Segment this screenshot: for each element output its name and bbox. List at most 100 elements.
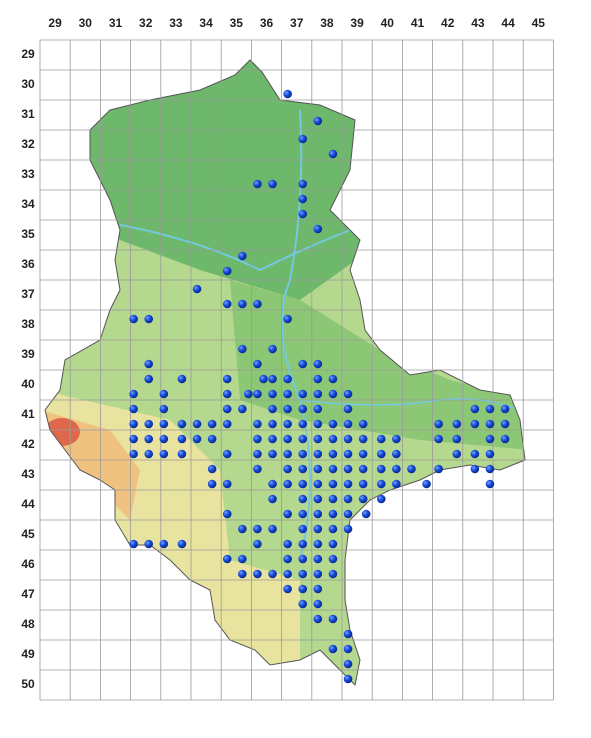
record-dot [343, 464, 353, 474]
record-dot [485, 404, 495, 414]
record-dot [343, 524, 353, 534]
record-dot [392, 449, 401, 459]
record-dot [376, 449, 386, 459]
record-dot [207, 434, 217, 444]
record-dot [361, 509, 371, 519]
record-dot [268, 419, 277, 429]
record-dot [452, 449, 462, 459]
row-label: 39 [21, 347, 35, 361]
record-dot [500, 434, 510, 444]
row-label: 35 [21, 227, 35, 241]
record-dot [500, 404, 510, 414]
record-dot [177, 374, 187, 384]
record-dot [268, 479, 277, 489]
record-dot [343, 629, 353, 639]
record-dot [485, 464, 495, 474]
record-dot [253, 389, 262, 399]
record-dot [485, 449, 495, 459]
record-dot [313, 449, 323, 459]
record-dot [298, 404, 308, 414]
record-dot [470, 464, 480, 474]
record-dot [144, 449, 154, 459]
row-label: 45 [21, 527, 35, 541]
record-dot [313, 116, 323, 126]
record-dot [298, 539, 308, 549]
row-label: 46 [21, 557, 35, 571]
record-dot [253, 419, 262, 429]
record-dot [253, 359, 262, 369]
row-label: 30 [21, 77, 35, 91]
record-dot [144, 539, 154, 549]
record-dot [222, 374, 232, 384]
row-label: 47 [21, 587, 35, 601]
record-dot [358, 494, 368, 504]
record-dot [343, 404, 353, 414]
column-label: 36 [260, 16, 274, 30]
record-dot [129, 434, 138, 444]
record-dot [298, 134, 308, 144]
record-dot [313, 494, 323, 504]
record-dot [313, 479, 323, 489]
column-label: 43 [471, 16, 485, 30]
record-dot [192, 284, 202, 294]
record-dot [392, 434, 401, 444]
record-dot [159, 434, 169, 444]
record-dot [129, 389, 138, 399]
record-dot [298, 509, 308, 519]
record-dot [129, 404, 138, 414]
record-dot [283, 479, 292, 489]
record-dot [358, 449, 368, 459]
record-dot [268, 404, 277, 414]
record-dot [470, 419, 480, 429]
records [129, 89, 510, 684]
record-dot [268, 179, 277, 189]
record-dot [500, 419, 510, 429]
record-dot [238, 344, 247, 354]
record-dot [328, 449, 338, 459]
record-dot [222, 419, 232, 429]
record-dot [144, 374, 154, 384]
record-dot [222, 299, 232, 309]
record-dot [298, 479, 308, 489]
column-label: 44 [501, 16, 515, 30]
record-dot [253, 299, 262, 309]
column-label: 34 [199, 16, 213, 30]
record-dot [407, 464, 416, 474]
record-dot [192, 434, 202, 444]
record-dot [328, 569, 338, 579]
record-dot [376, 434, 386, 444]
record-dot [144, 314, 154, 324]
record-dot [434, 419, 443, 429]
record-dot [328, 374, 338, 384]
row-label: 33 [21, 167, 35, 181]
record-dot [358, 434, 368, 444]
row-label: 48 [21, 617, 35, 631]
record-dot [313, 569, 323, 579]
record-dot [485, 419, 495, 429]
row-label: 34 [21, 197, 35, 211]
record-dot [298, 569, 308, 579]
record-dot [298, 554, 308, 564]
record-dot [328, 419, 338, 429]
record-dot [268, 374, 277, 384]
record-dot [343, 494, 353, 504]
record-dot [159, 539, 169, 549]
record-dot [298, 179, 308, 189]
row-label: 44 [21, 497, 35, 511]
record-dot [144, 359, 154, 369]
record-dot [283, 404, 292, 414]
record-dot [313, 434, 323, 444]
row-label: 43 [21, 467, 35, 481]
record-dot [238, 524, 247, 534]
row-label: 37 [21, 287, 35, 301]
record-dot [298, 419, 308, 429]
record-dot [159, 419, 169, 429]
record-dot [207, 479, 217, 489]
record-dot [343, 449, 353, 459]
record-dot [298, 209, 308, 219]
record-dot [298, 524, 308, 534]
record-dot [283, 89, 292, 99]
record-dot [343, 674, 353, 684]
record-dot [328, 494, 338, 504]
